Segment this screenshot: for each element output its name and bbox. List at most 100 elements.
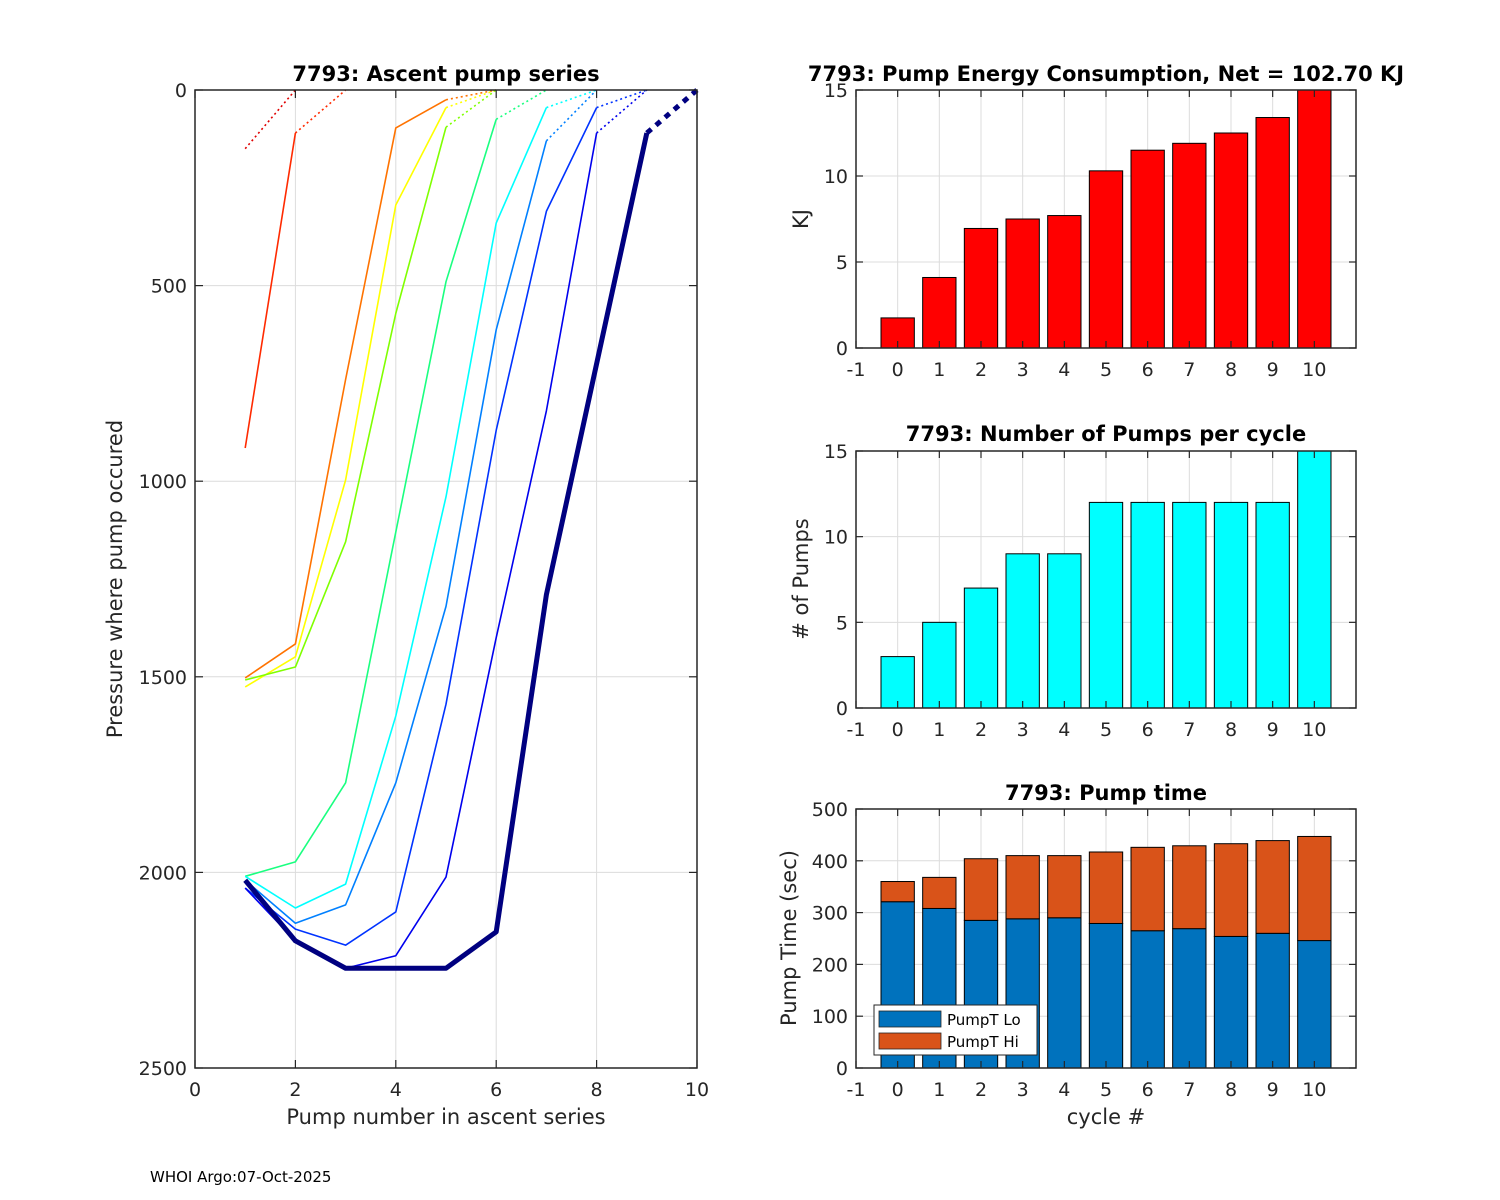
ascent-xtick-label: 10 xyxy=(685,1079,709,1101)
ascent-series-surface-dotted xyxy=(545,89,598,142)
energy-xtick-label: 9 xyxy=(1267,359,1279,381)
ascent-series-surface-dotted xyxy=(445,89,497,101)
pumptime-chart: 7793: Pump time -1 0 1 2 3 4 5 6 7 8 9 100100200300… xyxy=(777,781,1357,1129)
ascent-series-line xyxy=(245,126,447,681)
energy-bar xyxy=(1172,142,1207,349)
energy-xtick-label: 4 xyxy=(1058,359,1070,381)
pumptime-xtick-label: -1 xyxy=(847,1079,866,1101)
legend-swatch-hi xyxy=(878,1032,942,1050)
energy-bar xyxy=(1213,132,1249,349)
pumptime-xtick-label: 0 xyxy=(892,1079,904,1101)
pumptime-ytick-label: 0 xyxy=(836,1058,848,1080)
energy-xtick-label: 8 xyxy=(1225,359,1237,381)
energy-xtick-label: 6 xyxy=(1142,359,1154,381)
energy-ytick-label: 5 xyxy=(836,252,848,274)
ascent-series-surface-dotted xyxy=(546,89,597,109)
energy-bar xyxy=(1297,89,1332,349)
pumptime-bar-pumpt-hi xyxy=(1255,840,1290,934)
pumptime-xtick-label: 3 xyxy=(1017,1079,1029,1101)
pumptime-ytick-label: 200 xyxy=(812,954,848,976)
energy-ytick-label: 15 xyxy=(824,80,848,102)
pumptime-xtick-label: 2 xyxy=(975,1079,987,1101)
legend-swatch-lo xyxy=(878,1010,942,1028)
ascent-series-surface-dotted xyxy=(294,89,347,134)
pumptime-bar-pumpt-hi xyxy=(1172,845,1207,930)
ascent-ytick-label: 2000 xyxy=(139,862,187,884)
ascent-xtick-label: 2 xyxy=(289,1079,301,1101)
pumptime-bar-pumpt-lo xyxy=(1255,932,1290,1069)
pumptime-bar-pumpt-hi xyxy=(1047,855,1082,919)
pumptime-bar-pumpt-hi xyxy=(1088,851,1124,924)
ascent-xtick-label: 6 xyxy=(490,1079,502,1101)
ascent-ylabel: Pressure where pump occured xyxy=(103,420,127,738)
pumptime-ytick-label: 500 xyxy=(812,799,848,821)
pumps-xtick-label: 3 xyxy=(1017,719,1029,741)
pumps-xtick-label: 2 xyxy=(975,719,987,741)
pumps-ylabel: # of Pumps xyxy=(789,518,813,640)
ascent-chart-title: 7793: Ascent pump series xyxy=(292,62,599,86)
pumptime-bar-pumpt-lo xyxy=(1130,930,1165,1069)
energy-xtick-label: -1 xyxy=(847,359,866,381)
ascent-ytick-label: 1000 xyxy=(139,471,187,493)
pumps-ytick-label: 15 xyxy=(824,441,848,463)
ascent-xtick-label: 4 xyxy=(390,1079,402,1101)
ascent-series-line xyxy=(244,132,598,970)
pumps-bar xyxy=(1213,501,1249,709)
pumps-bar xyxy=(1297,450,1332,709)
ascent-series-surface-dotted xyxy=(244,89,297,150)
pumptime-ytick-label: 100 xyxy=(812,1006,848,1028)
energy-xtick-label: 1 xyxy=(933,359,945,381)
energy-bar xyxy=(1047,215,1082,349)
ascent-series-line xyxy=(244,107,598,946)
pumps-bar xyxy=(1047,553,1082,709)
pumps-xtick-label: 5 xyxy=(1100,719,1112,741)
pumps-chart: 7793: Number of Pumps per cycle -1 0 1 2 3 4 5… xyxy=(789,422,1357,741)
ascent-pump-chart: 7793: Ascent pump series 0 2 4 6 8 10 0 500 1000… xyxy=(103,62,709,1129)
ascent-ytick-label: 2500 xyxy=(139,1058,187,1080)
pumptime-xlabel: cycle # xyxy=(1067,1105,1146,1129)
pumptime-xtick-label: 5 xyxy=(1100,1079,1112,1101)
ascent-ticks: 0 2 4 6 8 10 0 500 1000 1500 2000 2500 xyxy=(139,80,709,1101)
energy-bar xyxy=(1255,117,1290,349)
pumps-xtick-label: 1 xyxy=(933,719,945,741)
pumptime-chart-title: 7793: Pump time xyxy=(1005,781,1207,805)
ascent-ytick-label: 0 xyxy=(175,80,187,102)
pumptime-xtick-label: 9 xyxy=(1267,1079,1279,1101)
legend-label-lo: PumpT Lo xyxy=(947,1011,1021,1029)
pumptime-bar-pumpt-lo xyxy=(1297,940,1332,1069)
pumps-chart-title: 7793: Number of Pumps per cycle xyxy=(906,422,1306,446)
pumptime-bar-pumpt-lo xyxy=(1213,935,1249,1069)
pumps-xtick-label: 10 xyxy=(1302,719,1326,741)
ascent-series-line xyxy=(244,107,548,909)
ascent-series-line xyxy=(244,140,548,925)
ascent-xtick-label: 8 xyxy=(591,1079,603,1101)
ascent-series-line xyxy=(244,119,497,878)
energy-bar xyxy=(922,276,957,349)
pumps-xtick-label: 8 xyxy=(1225,719,1237,741)
ascent-series-surface-dotted xyxy=(445,89,497,128)
pumps-bar xyxy=(922,621,957,709)
pumps-bar xyxy=(1005,553,1040,709)
pumptime-xtick-label: 6 xyxy=(1142,1079,1154,1101)
ascent-ytick-label: 1500 xyxy=(139,667,187,689)
energy-xtick-label: 5 xyxy=(1100,359,1112,381)
energy-chart-title: 7793: Pump Energy Consumption, Net = 102… xyxy=(808,62,1404,86)
legend-label-hi: PumpT Hi xyxy=(947,1033,1019,1051)
pumps-xtick-label: 9 xyxy=(1267,719,1279,741)
pumps-bar xyxy=(1130,501,1165,709)
pumptime-bar-pumpt-lo xyxy=(1172,928,1207,1069)
energy-chart: 7793: Pump Energy Consumption, Net = 102… xyxy=(789,62,1404,381)
pumptime-legend: PumpT Lo PumpT Hi xyxy=(873,1004,1038,1056)
pumptime-bar-pumpt-hi xyxy=(922,876,957,909)
ascent-series-surface-dotted xyxy=(645,88,699,135)
ascent-xlabel: Pump number in ascent series xyxy=(286,1105,605,1129)
energy-bar xyxy=(1005,218,1040,349)
ascent-series-line xyxy=(244,107,447,688)
pumps-ytick-label: 5 xyxy=(836,612,848,634)
ascent-series-line xyxy=(244,132,297,449)
pumptime-bar-pumpt-lo xyxy=(1047,917,1082,1069)
ascent-xtick-label: 0 xyxy=(189,1079,201,1101)
